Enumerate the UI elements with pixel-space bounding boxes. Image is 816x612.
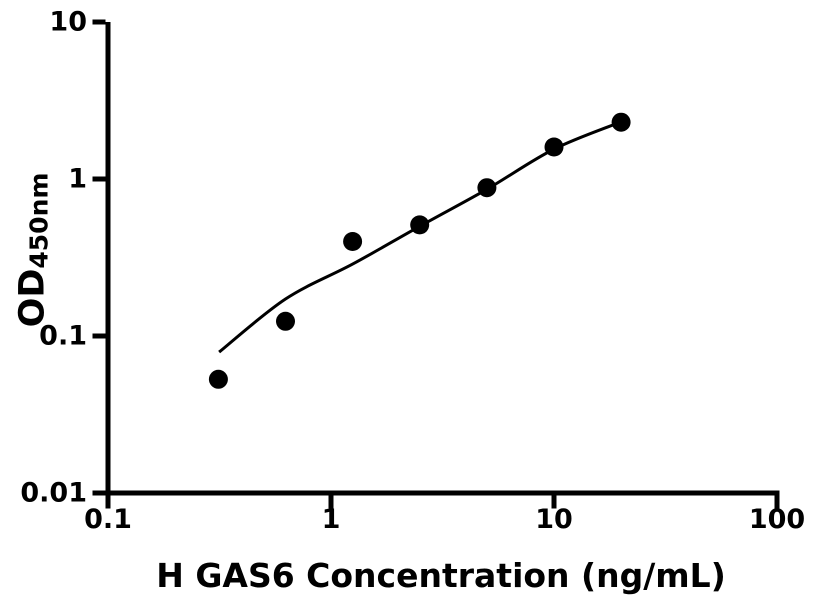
y-axis-label: OD450nm [13, 173, 54, 328]
y-axis-label-text: OD [12, 268, 53, 328]
data-point [611, 112, 631, 132]
data-point [477, 178, 497, 198]
data-point [544, 137, 564, 157]
x-tick-label-100: 100 [748, 504, 806, 535]
axes [92, 19, 780, 509]
x-tick-label-10: 10 [535, 504, 573, 535]
x-tick-label-1: 1 [321, 504, 341, 535]
y-tick-label-10: 10 [49, 6, 87, 38]
data-points-layer [208, 112, 631, 389]
data-point [410, 215, 430, 235]
y-tick-label-1: 1 [68, 163, 87, 195]
y-tick-label-0.01: 0.01 [20, 477, 87, 509]
x-axis-title: H GAS6 Concentration (ng/mL) [156, 556, 726, 595]
x-tick-label-0.1: 0.1 [84, 504, 132, 535]
y-axis-label-subscript: 450nm [24, 172, 54, 269]
data-point [208, 369, 228, 389]
data-point [343, 232, 363, 251]
data-point [276, 311, 295, 331]
y-tick-label-0.1: 0.1 [39, 320, 87, 352]
